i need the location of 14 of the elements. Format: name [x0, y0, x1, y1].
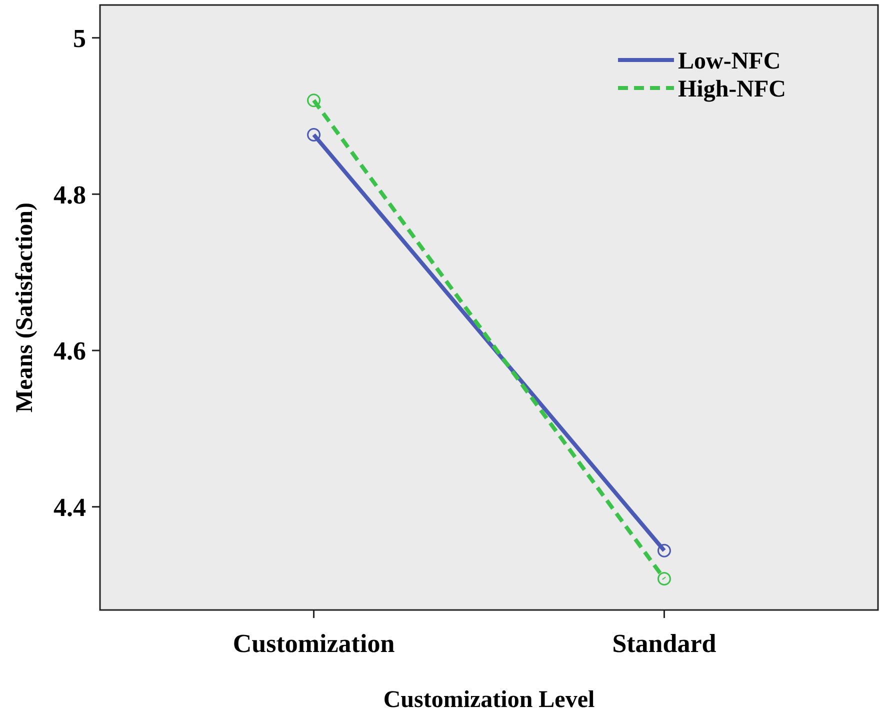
- legend-label: Low-NFC: [678, 48, 781, 74]
- y-tick-label: 4.4: [54, 492, 86, 522]
- point: [307, 128, 321, 142]
- point: [657, 572, 671, 586]
- x-tick-label: Standard: [612, 629, 717, 658]
- x-tick-label: Customization: [232, 629, 396, 658]
- y-axis-title: Means (Satisfaction): [12, 202, 38, 412]
- y-tick-label: 4.6: [54, 336, 86, 366]
- point: [657, 544, 671, 558]
- point: [307, 94, 321, 108]
- y-tick-label: 5: [73, 24, 86, 53]
- legend-label: High-NFC: [678, 76, 786, 102]
- y-tick-label: 4.8: [54, 180, 86, 210]
- x-axis-title: Customization Level: [383, 687, 595, 713]
